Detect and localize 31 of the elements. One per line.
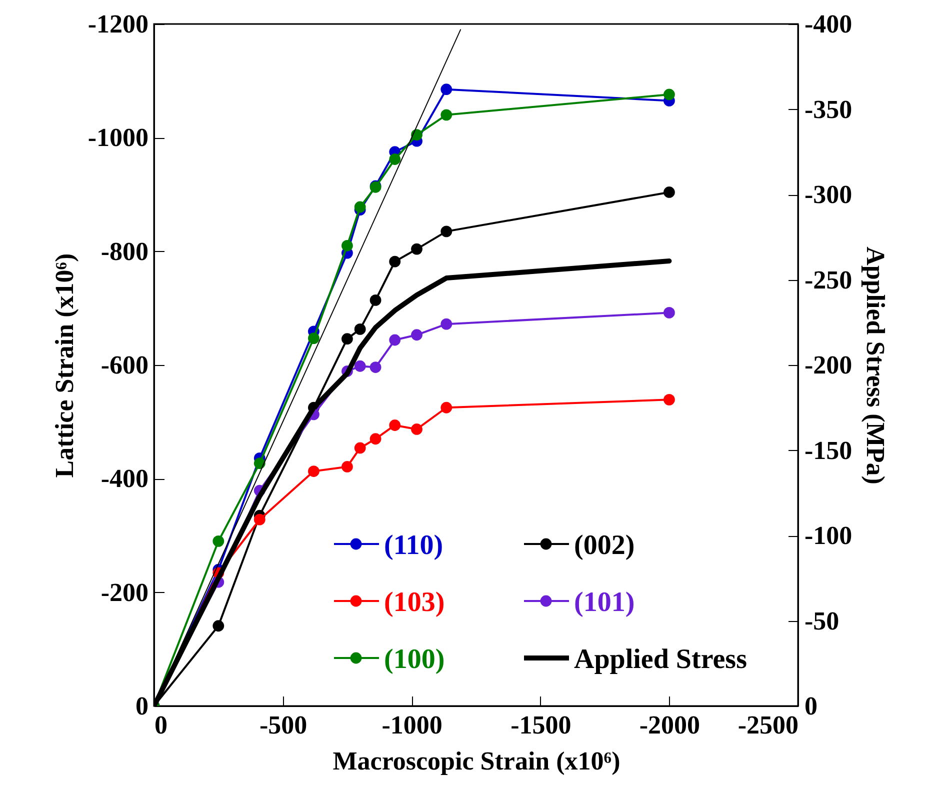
y2-tick-label: -100: [804, 521, 852, 550]
y-axis-title: Lattice Strain (x10⁶): [50, 253, 79, 478]
y2-tick-label: -50: [804, 606, 840, 636]
legend-label: (002): [574, 530, 635, 561]
y2-axis-title: Applied Stress (MPa): [861, 246, 890, 484]
y2-tick-label: -400: [804, 10, 852, 38]
legend-label: (100): [384, 644, 445, 675]
y-tick-label: -1000: [88, 123, 148, 152]
y-tick-label: 0: [136, 692, 148, 720]
legend-label: (110): [384, 530, 444, 561]
x-tick-label: -1500: [510, 710, 572, 740]
legend-label: Applied Stress: [574, 644, 748, 675]
y-tick-label: -1200: [88, 10, 148, 38]
x-tick-label: -2000: [639, 710, 700, 740]
y2-tick-label: -200: [804, 350, 852, 380]
y-tick-label: -400: [100, 464, 148, 494]
y2-tick-label: -150: [804, 436, 852, 465]
x-tick-label: -500: [259, 710, 308, 740]
y-tick-label: -600: [100, 350, 148, 380]
legend-label: (103): [384, 587, 445, 618]
legend-label: (101): [574, 587, 635, 618]
x-tick-label: -2500: [738, 710, 798, 740]
y2-tick-label: -250: [804, 265, 852, 294]
x-tick-label: -1000: [382, 710, 442, 740]
y2-tick-label: -300: [804, 180, 852, 209]
y2-tick-label: 0: [804, 692, 818, 720]
x-axis-title: Macroscopic Strain (x10⁶): [332, 746, 620, 776]
y-tick-label: -200: [100, 578, 148, 607]
y-tick-label: -800: [100, 236, 148, 266]
y2-tick-label: -350: [804, 94, 852, 124]
x-tick-label: 0: [154, 710, 168, 740]
